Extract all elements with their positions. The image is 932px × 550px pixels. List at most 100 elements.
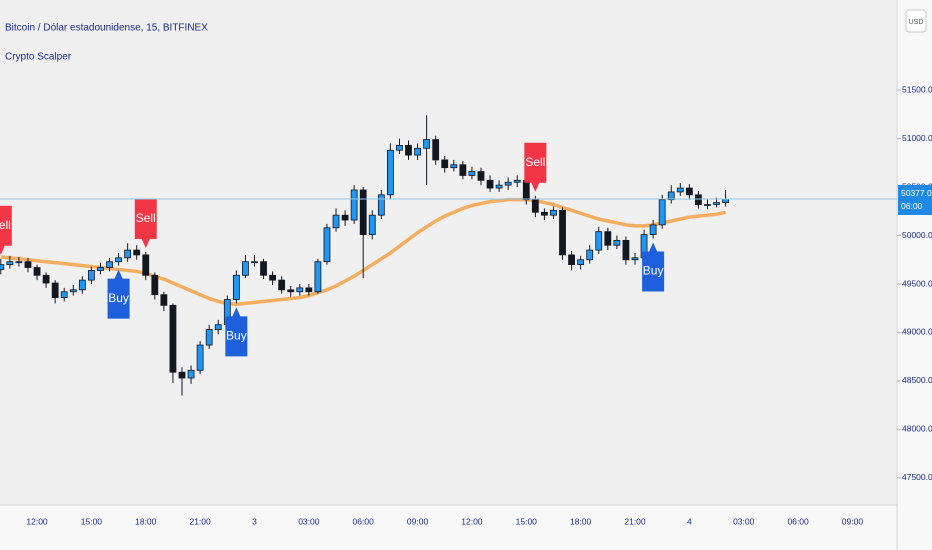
candle-body bbox=[722, 198, 729, 203]
candle-body bbox=[15, 261, 23, 264]
candle-body bbox=[214, 324, 222, 330]
candle-body bbox=[695, 194, 702, 205]
plot-background bbox=[0, 0, 897, 505]
time-axis-background bbox=[0, 505, 897, 550]
candle-body bbox=[278, 279, 286, 291]
candle-body bbox=[414, 147, 421, 156]
candle-body bbox=[42, 274, 50, 284]
candle-body bbox=[232, 274, 240, 300]
y-tick-label: 48000.0 bbox=[902, 424, 932, 434]
candle-body bbox=[667, 191, 675, 201]
candle-body bbox=[468, 171, 476, 176]
candle-body bbox=[115, 257, 122, 263]
chart-title: Bitcoin / Dólar estadounidense, 15, BITF… bbox=[5, 23, 208, 34]
candle-body bbox=[676, 187, 684, 193]
candle-body bbox=[622, 239, 630, 261]
x-tick-label: 03:00 bbox=[733, 516, 755, 526]
candle-body bbox=[477, 171, 485, 181]
candle-body bbox=[0, 264, 5, 270]
candle-body bbox=[51, 282, 59, 298]
candle-body bbox=[386, 149, 394, 196]
candle-body bbox=[69, 289, 77, 293]
candle-body bbox=[450, 164, 458, 169]
candle-body bbox=[559, 209, 566, 256]
candle-body bbox=[658, 199, 666, 226]
candle-body bbox=[486, 179, 494, 189]
last-price-tag bbox=[898, 184, 932, 215]
x-tick-label: 4 bbox=[687, 516, 692, 526]
x-tick-label: 03:00 bbox=[298, 516, 320, 526]
candle-body bbox=[441, 159, 449, 169]
candle-body bbox=[531, 199, 539, 213]
signal-label: Sell bbox=[136, 211, 156, 225]
x-tick-label: 12:00 bbox=[461, 516, 483, 526]
candle-body bbox=[296, 287, 304, 293]
y-tick-label: 48500.0 bbox=[902, 375, 932, 385]
candle-body bbox=[459, 164, 467, 176]
x-tick-label: 12:00 bbox=[26, 516, 48, 526]
y-tick-label: 49000.0 bbox=[902, 327, 932, 337]
x-tick-label: 06:00 bbox=[353, 516, 375, 526]
candle-body bbox=[160, 294, 168, 306]
indicator-name: Crypto Scalper bbox=[5, 52, 72, 63]
x-tick-label: 09:00 bbox=[842, 516, 864, 526]
signal-label: Sell bbox=[0, 218, 11, 232]
x-tick-label: 15:00 bbox=[81, 516, 103, 526]
signal-label: Buy bbox=[108, 291, 129, 305]
countdown-label: 06:00 bbox=[901, 201, 923, 211]
candle-body bbox=[251, 261, 258, 264]
candle-body bbox=[78, 279, 86, 291]
candle-body bbox=[550, 209, 557, 216]
x-tick-label: 18:00 bbox=[570, 516, 592, 526]
y-tick-label: 50000.0 bbox=[902, 230, 932, 240]
signal-label: Buy bbox=[226, 329, 247, 343]
signal-label: Sell bbox=[525, 155, 545, 169]
candle-body bbox=[568, 254, 575, 266]
y-tick-label: 49500.0 bbox=[902, 278, 932, 288]
y-tick-label: 51500.0 bbox=[902, 84, 932, 94]
x-tick-label: 15:00 bbox=[516, 516, 538, 526]
last-price-label: 50377.0 bbox=[901, 188, 932, 198]
candle-body bbox=[60, 291, 68, 298]
candle-body bbox=[124, 249, 132, 259]
candle-body bbox=[178, 371, 186, 379]
candle-body bbox=[305, 287, 313, 293]
buy-signal bbox=[107, 269, 130, 319]
candle-body bbox=[586, 249, 594, 261]
candle-body bbox=[350, 189, 358, 221]
currency-button[interactable] bbox=[905, 9, 927, 33]
x-tick-label: 3 bbox=[252, 516, 257, 526]
candle-body bbox=[359, 189, 367, 235]
x-tick-label: 21:00 bbox=[189, 516, 211, 526]
candle-body bbox=[97, 267, 104, 271]
y-tick-label: 47500.0 bbox=[902, 472, 932, 482]
candle-body bbox=[495, 184, 503, 189]
candle-body bbox=[142, 254, 150, 276]
candle-body bbox=[332, 214, 340, 229]
candle-body bbox=[595, 231, 603, 251]
candle-body bbox=[6, 261, 14, 266]
candle-body bbox=[577, 259, 585, 266]
candle-body bbox=[169, 304, 177, 373]
candle-body bbox=[24, 261, 32, 268]
candle-body bbox=[504, 181, 512, 186]
candle-body bbox=[242, 261, 249, 276]
candle-body bbox=[151, 274, 159, 296]
currency-label[interactable]: USD bbox=[909, 19, 924, 26]
candle-body bbox=[704, 204, 711, 206]
candle-body bbox=[649, 224, 657, 235]
candle-body bbox=[604, 231, 612, 246]
candle-body bbox=[405, 144, 412, 156]
sell-signal bbox=[134, 199, 157, 249]
candle-body bbox=[396, 144, 403, 151]
signal-label: Buy bbox=[643, 264, 664, 278]
candle-body bbox=[685, 187, 693, 196]
candle-body bbox=[713, 202, 720, 205]
sell-signal bbox=[0, 205, 12, 255]
candle-body bbox=[314, 261, 322, 293]
candle-body bbox=[377, 194, 385, 216]
buy-signal bbox=[642, 242, 665, 292]
candle-body bbox=[613, 239, 621, 246]
x-tick-label: 21:00 bbox=[624, 516, 646, 526]
